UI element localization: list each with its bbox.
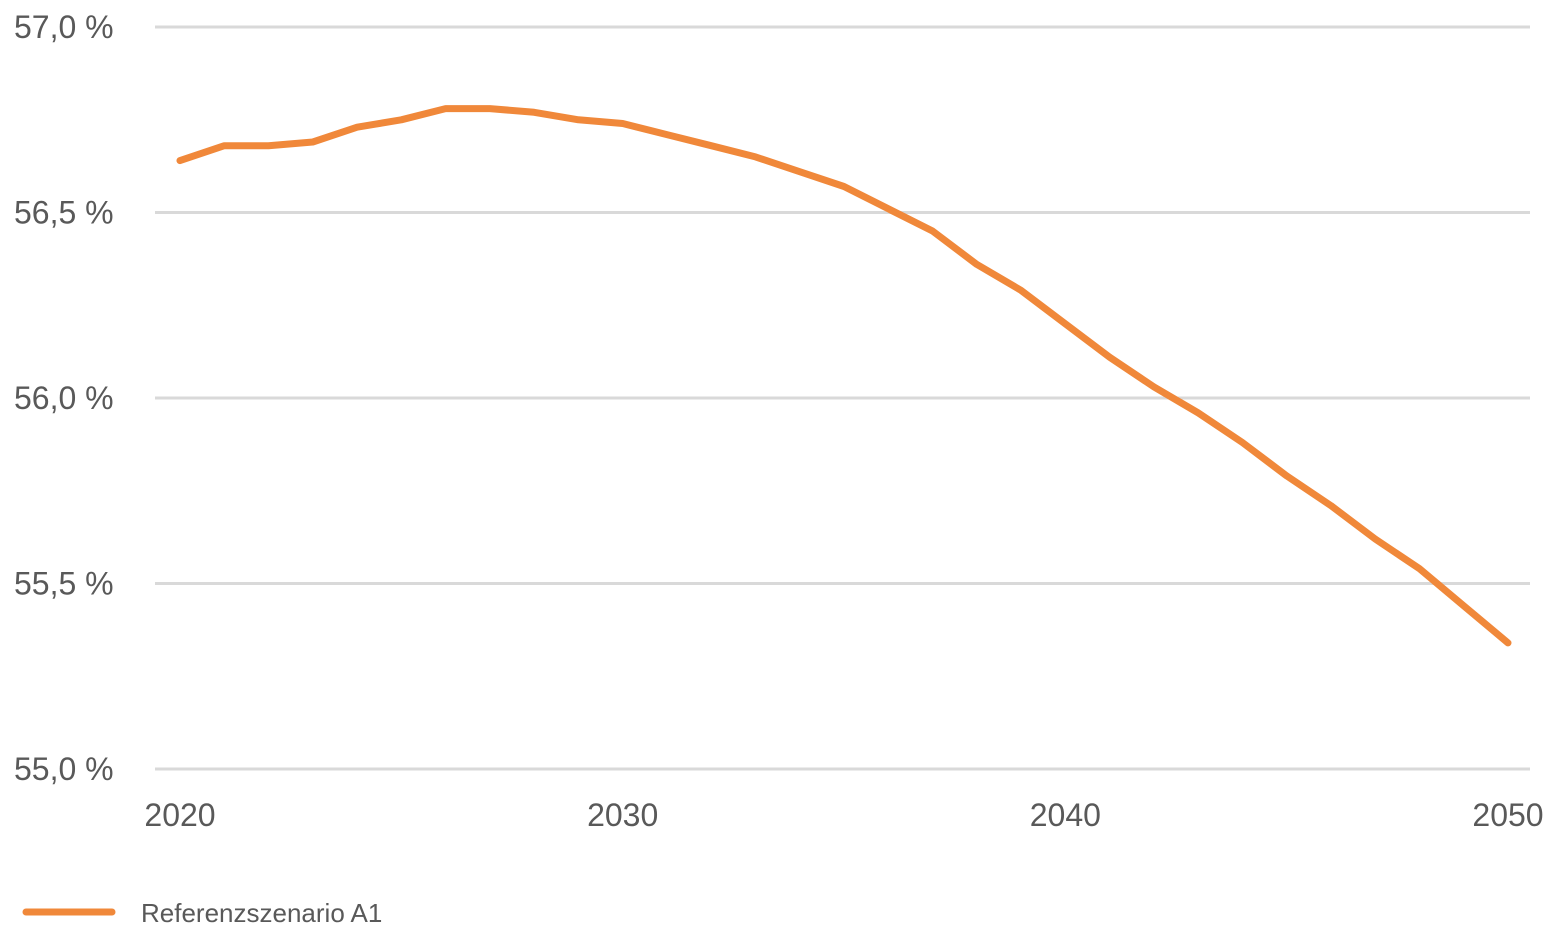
y-tick-label: 55,0 % xyxy=(14,751,114,787)
x-axis-ticks: 2020 2030 2040 2050 xyxy=(144,797,1543,833)
legend-label-referenzszenario-a1: Referenzszenario A1 xyxy=(141,898,382,926)
y-tick-label: 57,0 % xyxy=(14,9,114,45)
x-tick-label: 2040 xyxy=(1030,797,1101,833)
series-line-referenzszenario-a1 xyxy=(176,105,1512,647)
y-axis-ticks: 55,0 % 55,5 % 56,0 % 56,5 % 57,0 % xyxy=(14,9,114,787)
y-tick-label: 55,5 % xyxy=(14,566,114,602)
x-tick-label: 2030 xyxy=(587,797,658,833)
x-tick-label: 2020 xyxy=(144,797,215,833)
y-tick-label: 56,0 % xyxy=(14,380,114,416)
y-tick-label: 56,5 % xyxy=(14,195,114,231)
x-tick-label: 2050 xyxy=(1472,797,1543,833)
gridlines xyxy=(155,25,1530,771)
legend: Referenzszenario A1 xyxy=(22,898,382,926)
series-lines xyxy=(176,105,1512,647)
